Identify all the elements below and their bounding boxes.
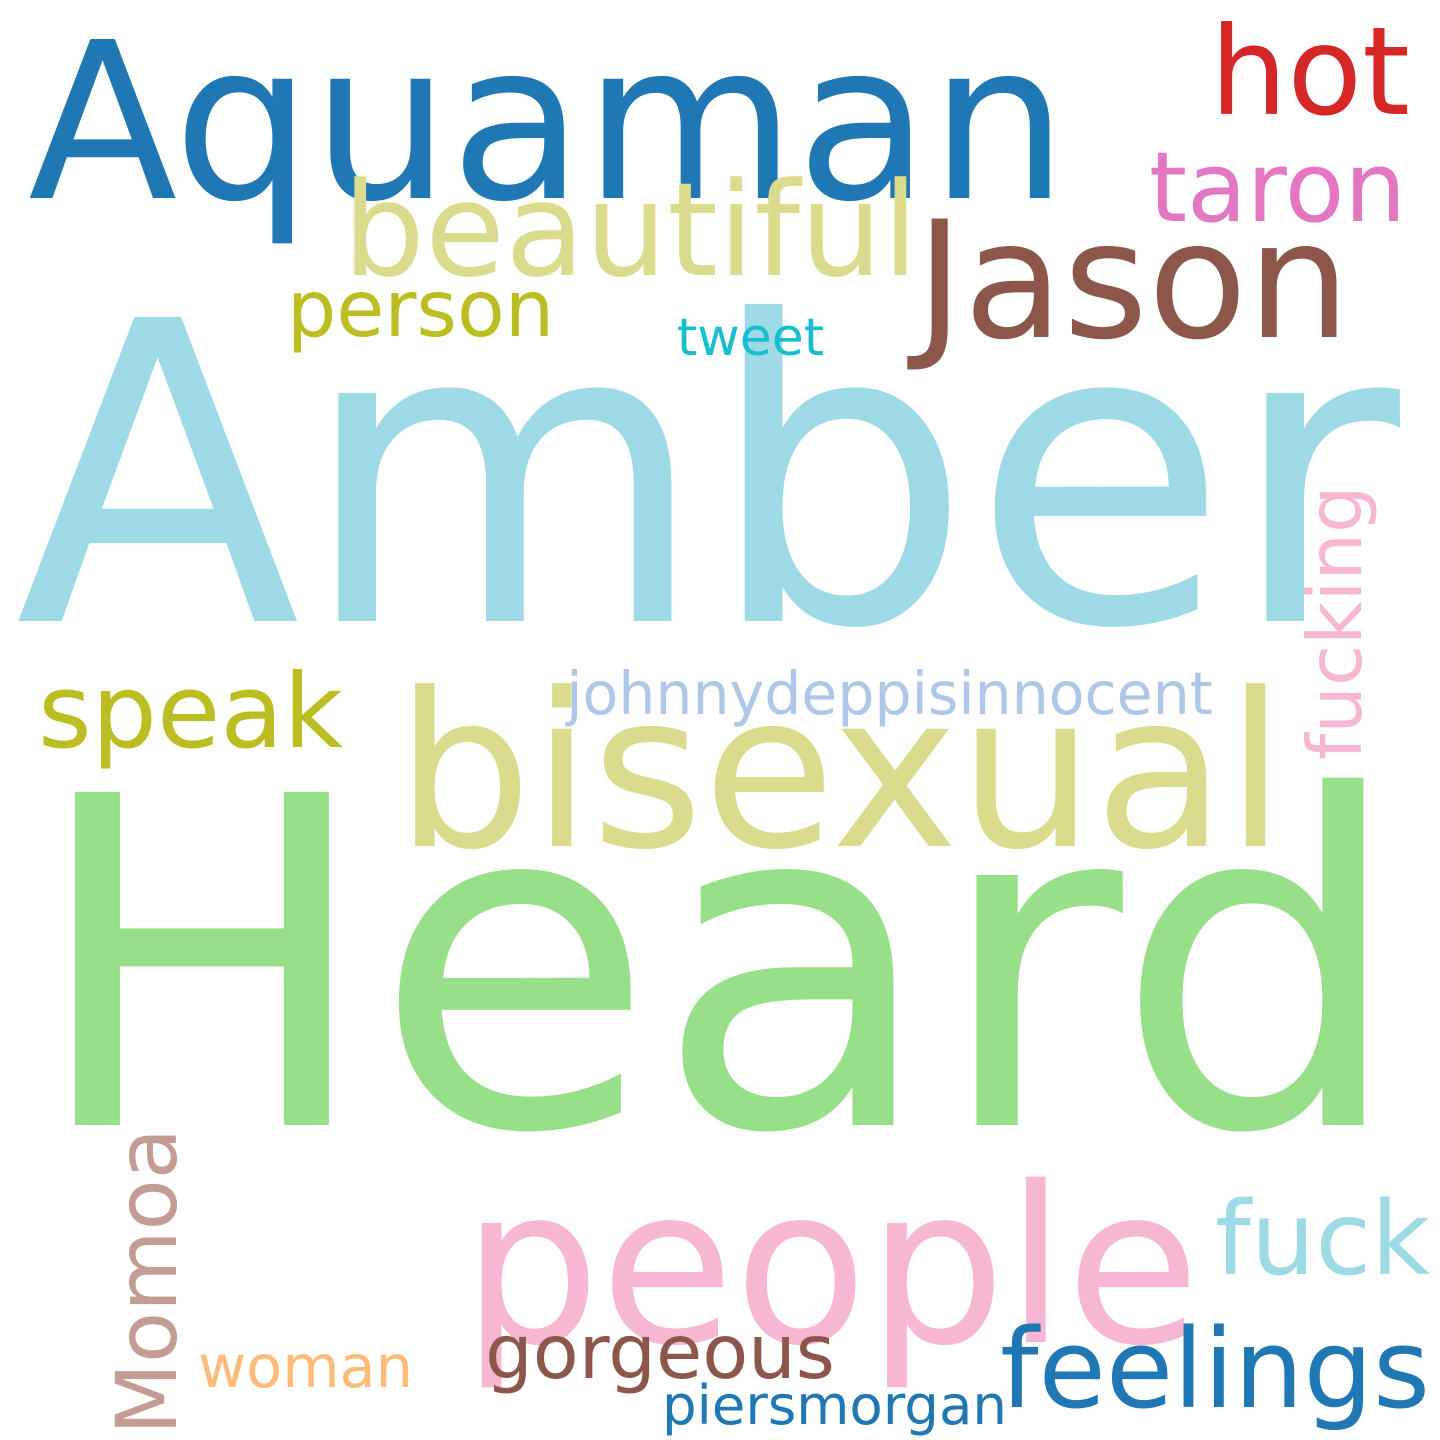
word-woman: woman [198,1332,413,1402]
word-gorgeous: gorgeous [485,1307,835,1396]
word-momoa: Momoa [97,1128,196,1435]
word-amber: Amber [15,234,1400,720]
word-johnnydeppisinnocent: johnnydeppisinnocent [566,660,1213,729]
word-fuck: fuck [1215,1180,1430,1299]
word-taron: taron [1148,129,1407,244]
word-bisexual: bisexual [395,647,1286,898]
word-jason: Jason [915,187,1351,377]
word-speak: speak [38,652,343,773]
word-beautiful: beautiful [342,154,919,306]
word-person: person [286,265,555,355]
word-tweet: tweet [676,308,825,368]
word-people: people [462,1140,1200,1394]
word-feelings: feelings [1000,1305,1430,1434]
word-piersmorgan: piersmorgan [662,1372,1007,1437]
word-hot: hot [1210,1,1410,144]
word-aquaman: Aquaman [28,0,1068,250]
word-fucking: fucking [1290,485,1379,760]
word-heard: Heard [30,700,1405,1233]
